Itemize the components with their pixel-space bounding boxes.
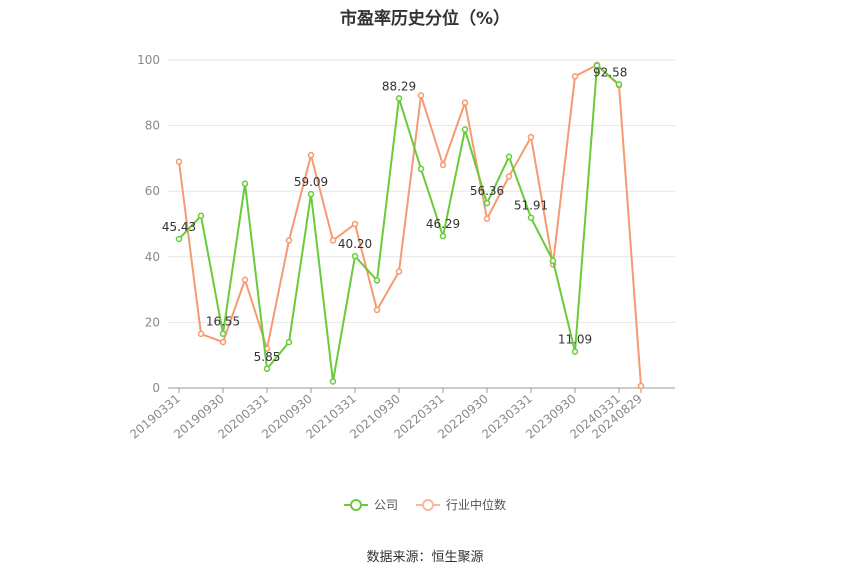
data-point-company	[307, 190, 315, 198]
y-tick-label: 60	[145, 184, 160, 198]
legend-item-industry-median[interactable]: 行业中位数	[416, 496, 506, 513]
data-point-industry-median	[175, 158, 183, 165]
chart-title: 市盈率历史分位（%）	[339, 9, 511, 29]
data-point-industry-median	[373, 306, 381, 314]
data-point-industry-median	[439, 161, 447, 169]
data-point-industry-median	[285, 237, 293, 244]
legend-swatch-company	[343, 498, 368, 512]
data-point-industry-median	[637, 382, 645, 390]
data-point-company	[417, 165, 425, 173]
legend: 公司 行业中位数	[0, 496, 850, 513]
data-label: 16.55	[206, 315, 240, 329]
data-point-company	[285, 338, 293, 346]
data-point-company	[175, 235, 183, 243]
y-tick-label: 100	[137, 53, 160, 67]
data-point-company	[571, 348, 579, 355]
data-point-company	[615, 81, 623, 88]
data-point-industry-median	[395, 268, 403, 275]
series-layer	[175, 61, 645, 390]
data-point-industry-median	[571, 73, 579, 80]
data-point-company	[241, 180, 249, 187]
data-label: 40.20	[338, 237, 372, 251]
grid-layer	[168, 59, 675, 323]
y-tick-label: 0	[152, 381, 160, 395]
data-label: 56.36	[470, 184, 504, 198]
data-point-industry-median	[527, 133, 535, 141]
series-line-industry-median	[178, 63, 642, 387]
data-point-company	[219, 330, 227, 337]
series-line-company	[178, 64, 620, 383]
data-label: 88.29	[382, 79, 416, 93]
legend-item-company[interactable]: 公司	[343, 496, 398, 513]
y-tick-label: 40	[145, 250, 160, 264]
data-point-company	[549, 257, 557, 264]
y-tick-label: 20	[145, 315, 160, 329]
data-point-company	[373, 277, 381, 284]
data-point-company	[505, 153, 513, 161]
legend-label-company: 公司	[373, 498, 398, 512]
data-point-company	[593, 62, 601, 69]
data-point-industry-median	[417, 92, 425, 99]
data-label: 5.85	[254, 350, 281, 364]
data-point-industry-median	[483, 215, 491, 223]
data-point-company	[483, 199, 491, 207]
data-label: 46.29	[426, 217, 460, 231]
data-point-company	[197, 212, 205, 220]
data-point-industry-median	[505, 173, 513, 180]
data-point-industry-median	[351, 220, 359, 228]
legend-label-industry-median: 行业中位数	[446, 498, 507, 512]
data-point-company	[527, 214, 535, 221]
data-point-industry-median	[329, 237, 337, 244]
data-point-industry-median	[307, 151, 315, 159]
data-point-industry-median	[461, 99, 469, 106]
data-label: 59.09	[294, 175, 328, 189]
data-source-note: 数据来源：恒生聚源	[366, 550, 484, 565]
data-point-company	[439, 232, 447, 240]
data-point-industry-median	[197, 330, 205, 338]
data-label: 45.43	[162, 220, 196, 234]
data-point-company	[351, 252, 359, 260]
data-point-company	[329, 378, 337, 385]
data-label: 11.09	[558, 333, 592, 347]
data-point-company	[461, 126, 469, 133]
y-tick-label: 80	[145, 119, 160, 133]
data-point-industry-median	[241, 276, 249, 284]
legend-swatch-industry-median	[416, 498, 440, 512]
data-point-company	[263, 365, 271, 373]
data-point-company	[395, 95, 403, 102]
label-layer: 45.43 16.55 5.85 59.09 40.20 88.29 46.29 56.36 5…	[162, 65, 628, 363]
data-label: 51.91	[514, 199, 548, 213]
data-point-industry-median	[219, 338, 227, 346]
data-label: 92.58	[593, 65, 627, 79]
